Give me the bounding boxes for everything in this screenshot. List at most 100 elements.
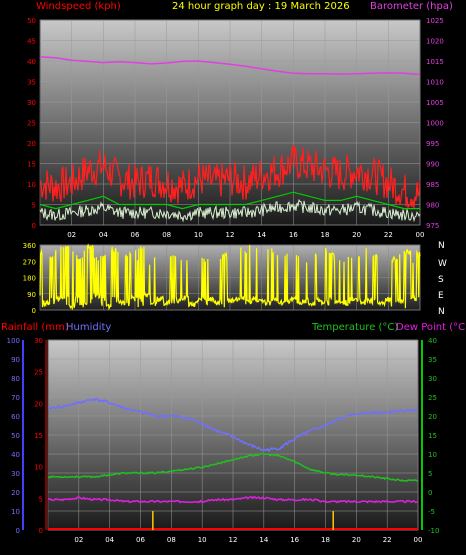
windspeed-axis-title: Windspeed (kph) <box>36 1 121 12</box>
windspeed-tick-label: 40 <box>27 58 36 66</box>
direction-tick-label: 180 <box>23 275 36 283</box>
hour-tick-label: 14 <box>259 536 268 544</box>
hour-tick-label: 20 <box>352 536 361 544</box>
rainfall-tick-label: 0 <box>39 527 43 535</box>
windspeed-gust-line <box>39 145 421 210</box>
barometer-tick-label: 1025 <box>426 17 444 25</box>
windspeed-tick-label: 25 <box>27 120 36 128</box>
compass-s: S <box>438 275 444 285</box>
temperature-tick-label: 10 <box>428 451 437 459</box>
windspeed-tick-label: 0 <box>32 222 36 230</box>
hour-tick-label: 20 <box>352 231 361 239</box>
hour-tick-label: 08 <box>167 536 176 544</box>
windspeed-tick-label: 20 <box>27 140 36 148</box>
temperature-tick-label: 40 <box>428 337 437 345</box>
page-title: 24 hour graph day : 19 March 2026 <box>172 1 350 12</box>
humidity-tick-label: 20 <box>11 489 20 497</box>
compass-n-bottom: N <box>438 307 445 317</box>
windspeed-tick-label: 50 <box>27 17 36 25</box>
barometer-tick-label: 980 <box>426 202 439 210</box>
barometer-tick-label: 995 <box>426 140 439 148</box>
humidity-line <box>47 397 419 453</box>
hour-tick-label: 14 <box>257 231 266 239</box>
humidity-tick-label: 0 <box>16 527 20 535</box>
humidity-tick-label: 100 <box>7 337 20 345</box>
barometer-tick-label: 985 <box>426 181 439 189</box>
direction-tick-label: 360 <box>23 242 36 250</box>
temperature-tick-label: 35 <box>428 356 437 364</box>
wind-pressure-grid <box>40 19 421 226</box>
direction-tick-label: 90 <box>27 291 36 299</box>
wind-pressure-series <box>39 56 421 223</box>
direction-tick-label: 270 <box>23 258 36 266</box>
compass-e: E <box>438 291 444 301</box>
hour-tick-label: 12 <box>229 536 238 544</box>
dewpoint-line <box>47 495 419 504</box>
temp-humidity-series <box>47 397 419 530</box>
rainfall-axis-title: Rainfall (mm) <box>1 322 69 333</box>
hour-tick-label: 00 <box>416 231 425 239</box>
barometer-tick-label: 975 <box>426 222 439 230</box>
hour-tick-label: 08 <box>162 231 171 239</box>
direction-tick-label: 0 <box>32 307 36 315</box>
windspeed-average-line <box>39 191 420 210</box>
barometer-tick-label: 1010 <box>426 79 444 87</box>
humidity-tick-label: 40 <box>11 451 20 459</box>
temp-humidity-axes: 0102030405060708090100051015202530-10-50… <box>7 337 440 544</box>
humidity-tick-label: 10 <box>11 508 20 516</box>
temperature-tick-label: 20 <box>428 413 437 421</box>
windspeed-tick-label: 35 <box>27 79 36 87</box>
wind-pressure-axes: 0510152025303540455097598098599099510001… <box>27 17 444 239</box>
temperature-tick-label: 25 <box>428 394 437 402</box>
hour-tick-label: 00 <box>414 536 423 544</box>
humidity-tick-label: 90 <box>11 356 20 364</box>
hour-tick-label: 22 <box>384 231 393 239</box>
wind-direction-series <box>39 243 421 311</box>
hour-tick-label: 06 <box>131 231 140 239</box>
windspeed-low-line <box>39 198 421 223</box>
hour-tick-label: 06 <box>136 536 145 544</box>
humidity-tick-label: 80 <box>11 375 20 383</box>
temperature-tick-label: 0 <box>428 489 432 497</box>
windspeed-tick-label: 10 <box>27 181 36 189</box>
hour-tick-label: 04 <box>99 231 108 239</box>
barometer-tick-label: 1000 <box>426 120 444 128</box>
humidity-tick-label: 50 <box>11 432 20 440</box>
windspeed-tick-label: 15 <box>27 161 36 169</box>
compass-labels: N W S E N <box>438 241 447 317</box>
hour-tick-label: 12 <box>226 231 235 239</box>
barometer-axis-title: Barometer (hpa) <box>370 1 453 12</box>
rainfall-tick-label: 30 <box>34 337 43 345</box>
windspeed-tick-label: 30 <box>27 99 36 107</box>
hour-tick-label: 18 <box>321 536 330 544</box>
barometer-tick-label: 1020 <box>426 38 444 46</box>
temperature-tick-label: -5 <box>428 508 435 516</box>
hour-tick-label: 04 <box>105 536 114 544</box>
rainfall-tick-label: 25 <box>34 369 43 377</box>
hour-tick-label: 02 <box>67 231 76 239</box>
hour-tick-label: 22 <box>383 536 392 544</box>
humidity-tick-label: 70 <box>11 394 20 402</box>
hour-tick-label: 18 <box>321 231 330 239</box>
windspeed-tick-label: 45 <box>27 38 36 46</box>
barometer-line <box>39 56 421 76</box>
humidity-axis-title: Humidity <box>66 322 111 333</box>
wind-direction-axes: 0 90 180 270 360 <box>23 242 36 315</box>
hour-tick-label: 16 <box>290 536 299 544</box>
barometer-tick-label: 990 <box>426 161 439 169</box>
hour-tick-label: 16 <box>289 231 298 239</box>
barometer-tick-label: 1015 <box>426 58 444 66</box>
rainfall-tick-label: 15 <box>34 432 43 440</box>
hour-tick-label: 10 <box>194 231 203 239</box>
wind-direction-line <box>39 243 421 311</box>
temperature-axis-title: Temperature (°C) <box>311 322 398 333</box>
windspeed-tick-label: 5 <box>32 202 36 210</box>
temperature-line <box>47 452 419 482</box>
compass-w: W <box>438 259 447 269</box>
hour-tick-label: 02 <box>74 536 83 544</box>
temperature-tick-label: 30 <box>428 375 437 383</box>
humidity-tick-label: 30 <box>11 470 20 478</box>
dewpoint-axis-title: Dew Point (°C) <box>396 322 466 333</box>
barometer-tick-label: 1005 <box>426 99 444 107</box>
